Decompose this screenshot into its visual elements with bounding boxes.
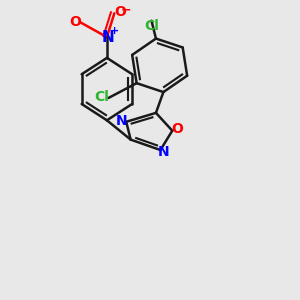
Text: O: O (114, 5, 126, 19)
Text: O: O (172, 122, 184, 136)
Text: −: − (121, 3, 131, 16)
Text: N: N (158, 145, 170, 158)
Text: Cl: Cl (94, 89, 109, 103)
Text: N: N (102, 30, 115, 45)
Text: O: O (69, 15, 81, 29)
Text: Cl: Cl (144, 19, 159, 33)
Text: +: + (110, 26, 119, 36)
Text: N: N (116, 114, 128, 128)
